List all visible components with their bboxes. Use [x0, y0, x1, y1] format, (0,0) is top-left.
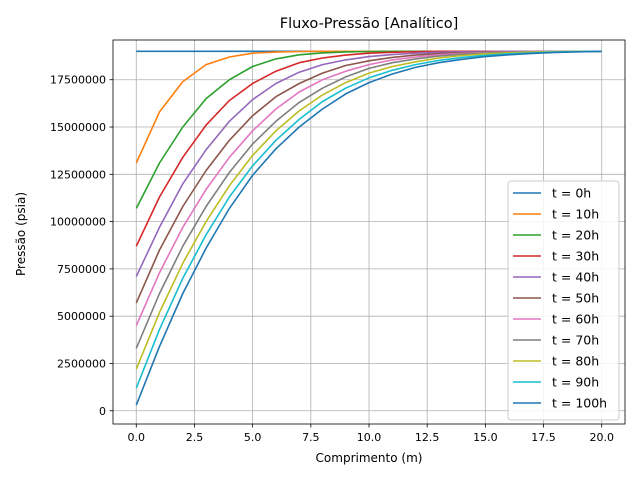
x-tick-label: 0.0	[128, 431, 146, 444]
series-line-8	[135, 50, 602, 370]
x-tick-label: 2.5	[186, 431, 204, 444]
legend-label: t = 90h	[552, 375, 599, 390]
y-axis-label: Pressão (psia)	[14, 192, 28, 276]
legend-label: t = 30h	[552, 249, 599, 264]
legend-label: t = 50h	[552, 291, 599, 306]
y-tick-label: 15000000	[50, 121, 106, 134]
y-tick-label: 10000000	[50, 216, 106, 229]
series-line-10	[135, 50, 602, 406]
y-tick-label: 7500000	[57, 263, 106, 276]
x-tick-label: 20.0	[589, 431, 614, 444]
x-tick-label: 5.0	[244, 431, 262, 444]
legend-label: t = 20h	[552, 228, 599, 243]
legend-label: t = 70h	[552, 333, 599, 348]
legend-label: t = 80h	[552, 354, 599, 369]
legend-label: t = 100h	[552, 396, 607, 411]
legend-label: t = 0h	[552, 186, 591, 201]
y-tick-label: 2500000	[57, 357, 106, 370]
chart-title: Fluxo-Pressão [Analítico]	[280, 16, 459, 32]
legend: t = 0h t = 10h t = 20h t = 30h t = 40h t = 50…	[507, 180, 620, 421]
x-tick-label: 7.5	[302, 431, 320, 444]
y-tick-label: 0	[99, 405, 106, 418]
y-tick-label: 5000000	[57, 310, 106, 323]
x-tick-label: 10.0	[357, 431, 382, 444]
x-axis-label: Comprimento (m)	[316, 451, 423, 465]
tick-layer: 0.0 2.5 5.0 7.5 10.0 12.5 15.0 17.5 20.0 0 2500000…	[50, 74, 614, 444]
y-tick-label: 17500000	[50, 74, 106, 87]
x-tick-label: 17.5	[531, 431, 556, 444]
legend-label: t = 40h	[552, 270, 599, 285]
series-layer	[135, 50, 602, 406]
x-tick-label: 15.0	[473, 431, 498, 444]
legend-label: t = 60h	[552, 312, 599, 327]
y-tick-label: 12500000	[50, 168, 106, 181]
legend-label: t = 10h	[552, 207, 599, 222]
x-tick-label: 12.5	[415, 431, 440, 444]
